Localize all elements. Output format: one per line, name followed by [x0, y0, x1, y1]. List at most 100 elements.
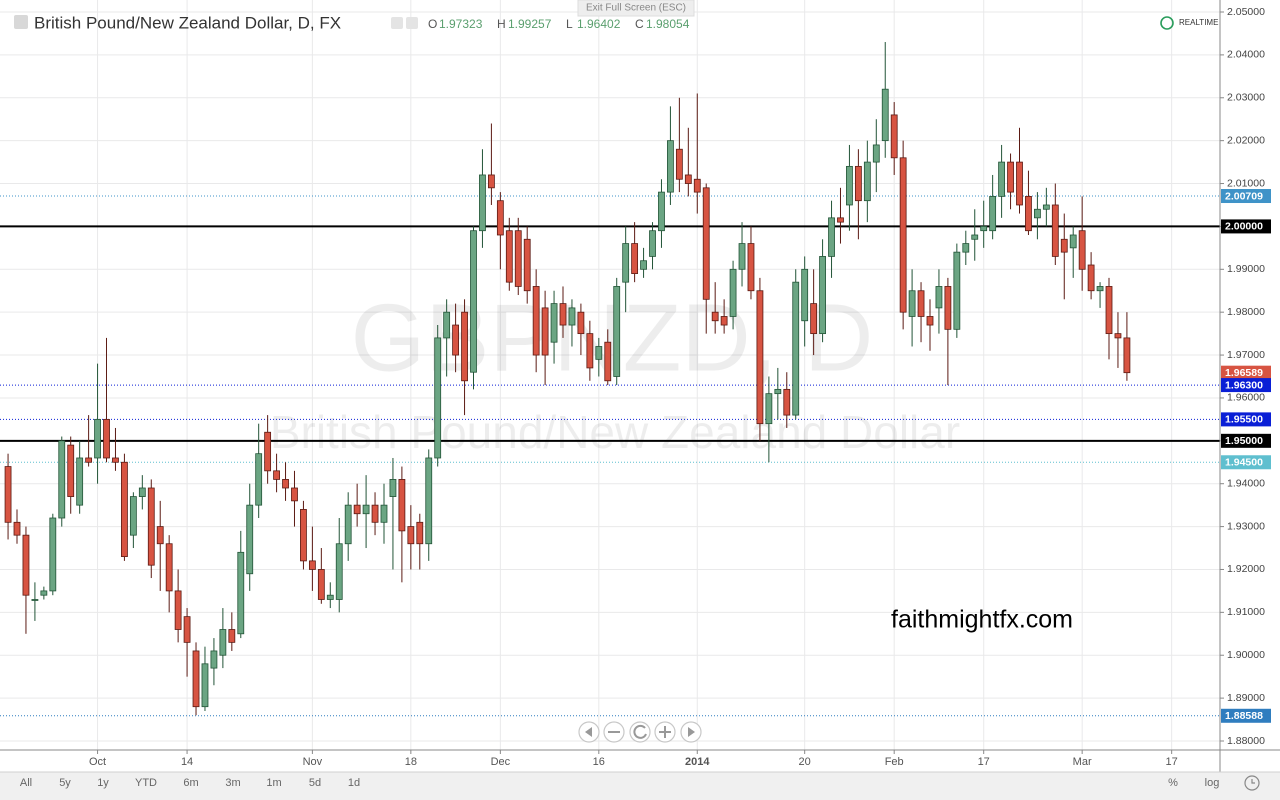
clock-hands — [1251, 779, 1255, 784]
candle-body — [586, 333, 594, 369]
range-buttons: All 5y 1y YTD 6m 3m 1m 5d 1d% log — [20, 777, 1219, 789]
level-label: 1.96300 — [1225, 379, 1263, 391]
candle-body — [49, 517, 57, 592]
level-label: 1.96589 — [1225, 367, 1263, 379]
scale-button[interactable]: log — [1205, 777, 1220, 789]
candle-body — [854, 165, 862, 202]
candle-body — [58, 440, 66, 519]
x-tick-label: 17 — [1166, 756, 1178, 768]
candle-body — [1025, 195, 1032, 232]
range-button[interactable]: 1d — [348, 777, 360, 789]
x-tick-label: Dec — [491, 756, 511, 768]
level-label-box — [1221, 365, 1271, 380]
level-label-box — [1221, 219, 1271, 234]
candle-body — [908, 290, 916, 317]
annotation: faithmightfx.com — [891, 606, 1073, 634]
y-tick-label: 1.90000 — [1227, 649, 1265, 661]
y-tick-label: 1.93000 — [1227, 520, 1265, 532]
candle-body — [344, 504, 352, 545]
y-tick-label: 1.88000 — [1227, 735, 1265, 747]
candle-body — [1051, 204, 1059, 257]
candle-body — [112, 457, 119, 463]
candle-body — [237, 551, 245, 635]
candle-body — [308, 560, 316, 570]
candle-body — [219, 629, 227, 656]
candle-body — [953, 251, 961, 330]
level-label: 2.00709 — [1225, 190, 1263, 202]
settings-icon[interactable] — [391, 17, 403, 29]
range-button[interactable]: 5d — [309, 777, 321, 789]
candle-body — [559, 303, 567, 326]
symbol-icon — [14, 15, 28, 29]
ohlc-key: L — [566, 17, 573, 31]
candle-body — [326, 594, 334, 600]
y-tick-label: 1.99000 — [1227, 263, 1265, 275]
horizontal-lines — [0, 195, 1220, 717]
candle-body — [613, 286, 621, 377]
level-label-box — [1221, 378, 1271, 393]
y-tick-label: 1.94000 — [1227, 477, 1265, 489]
range-button[interactable]: YTD — [135, 777, 157, 789]
ohlc-value: 1.99257 — [508, 17, 552, 31]
exit-fullscreen-button[interactable] — [577, 0, 695, 17]
navigation — [578, 721, 702, 743]
candle-body — [201, 663, 209, 708]
candle-body — [174, 590, 182, 630]
candle-body — [792, 281, 800, 416]
level-label: 1.94500 — [1225, 457, 1263, 469]
range-button[interactable]: 5y — [59, 777, 71, 789]
candle-body — [470, 230, 477, 373]
candle-body — [765, 393, 773, 425]
candle-body — [1069, 234, 1077, 249]
candle-body — [810, 303, 818, 335]
candle-body — [22, 534, 30, 596]
candle-body — [640, 260, 647, 270]
candle-body — [702, 187, 710, 300]
candle-body — [228, 629, 236, 643]
candle-body — [550, 303, 558, 343]
scale-button[interactable]: % — [1168, 777, 1178, 789]
candle-body — [675, 148, 683, 180]
range-button[interactable]: 3m — [225, 777, 240, 789]
candle-body — [291, 487, 298, 502]
candle-body — [631, 243, 639, 274]
ohlc-value: 1.98054 — [646, 17, 690, 31]
reset-icon — [633, 724, 647, 739]
candle-body — [165, 543, 173, 592]
candle-body — [425, 457, 433, 545]
candle-body — [604, 341, 612, 382]
candle-body — [532, 286, 540, 356]
candle-body — [649, 230, 656, 257]
x-tick-label: Oct — [89, 756, 106, 768]
candle-body — [917, 290, 925, 317]
candle-body — [103, 418, 110, 459]
realtime-icon — [1160, 16, 1174, 30]
candle-body — [944, 286, 952, 330]
y-tick-label: 1.92000 — [1227, 563, 1265, 575]
candle-body — [389, 479, 397, 497]
candle-body — [129, 496, 137, 536]
range-button[interactable]: 6m — [183, 777, 198, 789]
candles — [4, 42, 1131, 716]
range-button[interactable]: 1m — [266, 777, 281, 789]
close-icon[interactable] — [406, 17, 418, 29]
x-tick-label: 16 — [593, 756, 605, 768]
candle-body — [353, 504, 361, 515]
candle-body — [380, 504, 388, 523]
x-tick-label: 18 — [405, 756, 417, 768]
candle-body — [774, 388, 782, 395]
x-tick-label: 17 — [978, 756, 990, 768]
candle-body — [13, 521, 21, 536]
range-button[interactable]: All — [20, 777, 32, 789]
toolbar — [0, 772, 1280, 800]
candle-body — [416, 521, 424, 545]
range-button[interactable]: 1y — [97, 777, 109, 789]
candle-body — [1123, 337, 1131, 374]
timezone-icon[interactable] — [1244, 775, 1260, 791]
candle-body — [496, 200, 504, 236]
candle-body — [434, 337, 442, 459]
chart-title: British Pound/New Zealand Dollar, D, FX — [34, 13, 341, 32]
candle-body — [935, 286, 943, 309]
